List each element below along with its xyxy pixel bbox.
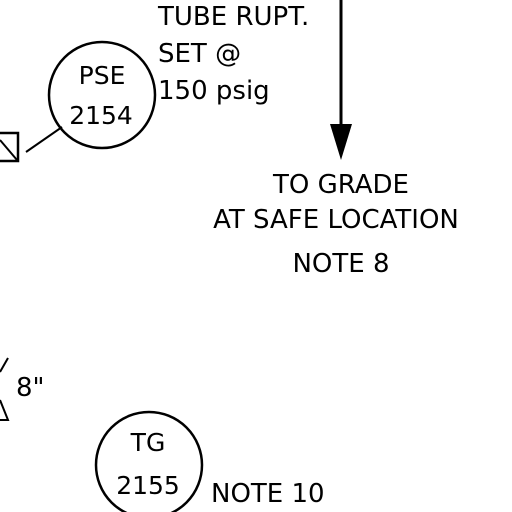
instrument-box xyxy=(0,131,20,163)
destination-note-line2: AT SAFE LOCATION xyxy=(213,205,459,235)
pipe-size-label: 8" xyxy=(16,373,45,403)
pse-bubble-tag: PSE xyxy=(79,61,126,90)
fitting-line-upper xyxy=(0,357,9,373)
instrument-note-line2: SET @ xyxy=(158,39,241,69)
fitting-line-lower xyxy=(0,399,10,421)
flow-arrow-icon xyxy=(330,124,352,160)
pse-bubble-number: 2154 xyxy=(69,101,133,130)
instrument-note-line3: 150 psig xyxy=(158,76,270,106)
tg-bubble-circle xyxy=(94,410,204,512)
tg-bubble-number: 2155 xyxy=(116,471,180,500)
destination-note-line1: TO GRADE xyxy=(272,170,409,200)
destination-note-line3: NOTE 8 xyxy=(292,249,389,279)
pse-bubble-circle xyxy=(47,40,157,150)
tg-note: NOTE 10 xyxy=(211,479,325,509)
pse-leader-line xyxy=(25,126,63,153)
tg-bubble-tag: TG xyxy=(130,428,166,457)
instrument-box-diagonal xyxy=(0,139,18,161)
instrument-note-line1: TUBE RUPT. xyxy=(157,2,309,32)
